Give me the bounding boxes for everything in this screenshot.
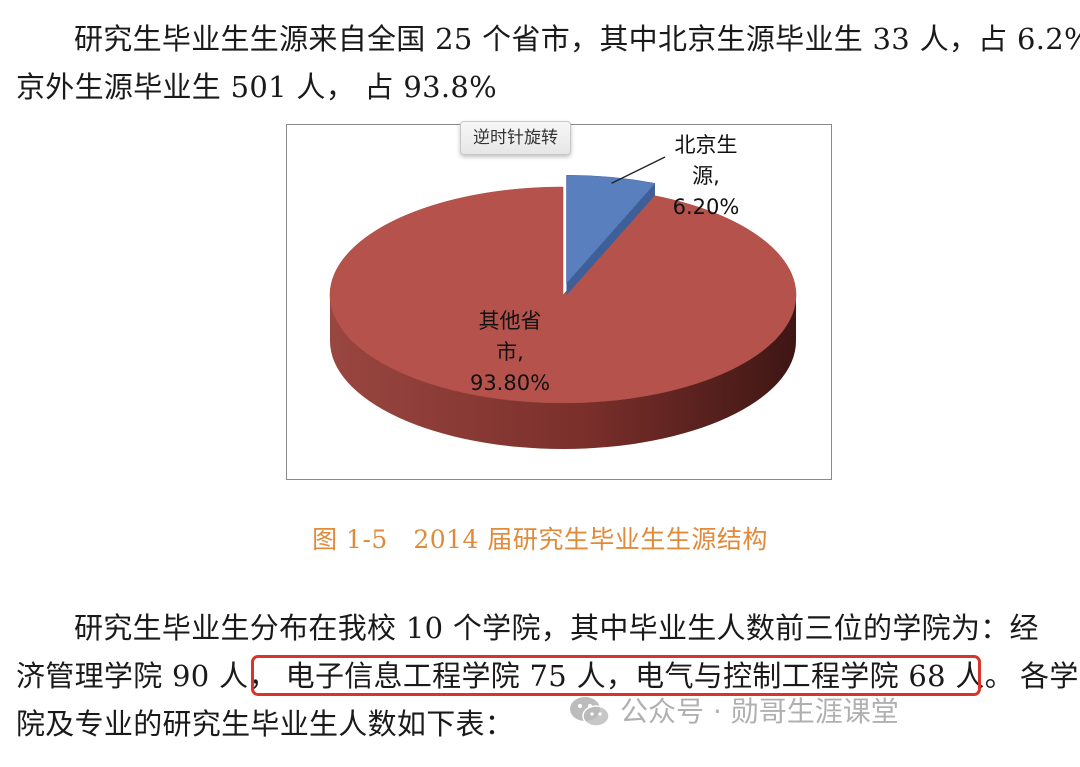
paragraph-source-summary: 研究生毕业生生源来自全国 25 个省市，其中北京生源毕业生 33 人，占 6.2… xyxy=(16,15,1080,111)
slice-label-line: 6.20% xyxy=(672,195,740,219)
paragraph-line: 院及专业的研究生毕业生人数如下表： xyxy=(16,707,515,741)
highlighted-text: 电子信息工程学院 75 人，电气与控制工程学院 68 人。 xyxy=(285,659,1015,693)
paragraph-line: 研究生毕业生生源来自全国 25 个省市，其中北京生源毕业生 33 人，占 6.2… xyxy=(74,22,1080,56)
text-segment: 济管理学院 90 人， xyxy=(16,659,278,693)
pie-slice-beijing xyxy=(566,174,656,284)
watermark: 公众号 · 勋哥生涯课堂 xyxy=(568,688,899,736)
pie-slice-other-side xyxy=(330,295,796,449)
paragraph-line: 研究生毕业生分布在我校 10 个学院，其中毕业生人数前三位的学院为：经 xyxy=(74,611,1039,645)
slice-label-other: 其他省 市, 93.80% xyxy=(450,306,570,399)
rotate-tooltip: 逆时针旋转 xyxy=(460,121,571,155)
watermark-text: 公众号 · 勋哥生涯课堂 xyxy=(620,695,899,728)
slice-label-line: 市, xyxy=(496,340,524,364)
red-highlight-box xyxy=(251,655,981,696)
slice-label-line: 源, xyxy=(692,164,720,188)
slice-label-line: 其他省 xyxy=(478,309,542,333)
slice-label-beijing: 北京生 源, 6.20% xyxy=(660,130,752,223)
paragraph-college-distribution: 研究生毕业生分布在我校 10 个学院，其中毕业生人数前三位的学院为：经 济管理学… xyxy=(16,604,1078,748)
wechat-icon xyxy=(570,697,610,727)
pie-slice-other xyxy=(329,186,797,404)
pie-slice-beijing-wall xyxy=(566,183,655,296)
paragraph-line: 济管理学院 90 人， 电子信息工程学院 75 人，电气与控制工程学院 68 人。… xyxy=(16,652,1078,700)
slice-label-line: 93.80% xyxy=(469,371,551,395)
leader-line xyxy=(611,156,666,184)
slice-label-line: 北京生 xyxy=(674,133,738,157)
pie-chart-frame xyxy=(286,124,832,480)
pie-chart xyxy=(329,156,797,449)
figure-caption: 图 1-5 2014 届研究生毕业生生源结构 xyxy=(312,525,768,554)
text-segment: 各学 xyxy=(1020,659,1079,693)
paragraph-line: 京外生源毕业生 501 人， 占 93.8% xyxy=(16,70,497,104)
